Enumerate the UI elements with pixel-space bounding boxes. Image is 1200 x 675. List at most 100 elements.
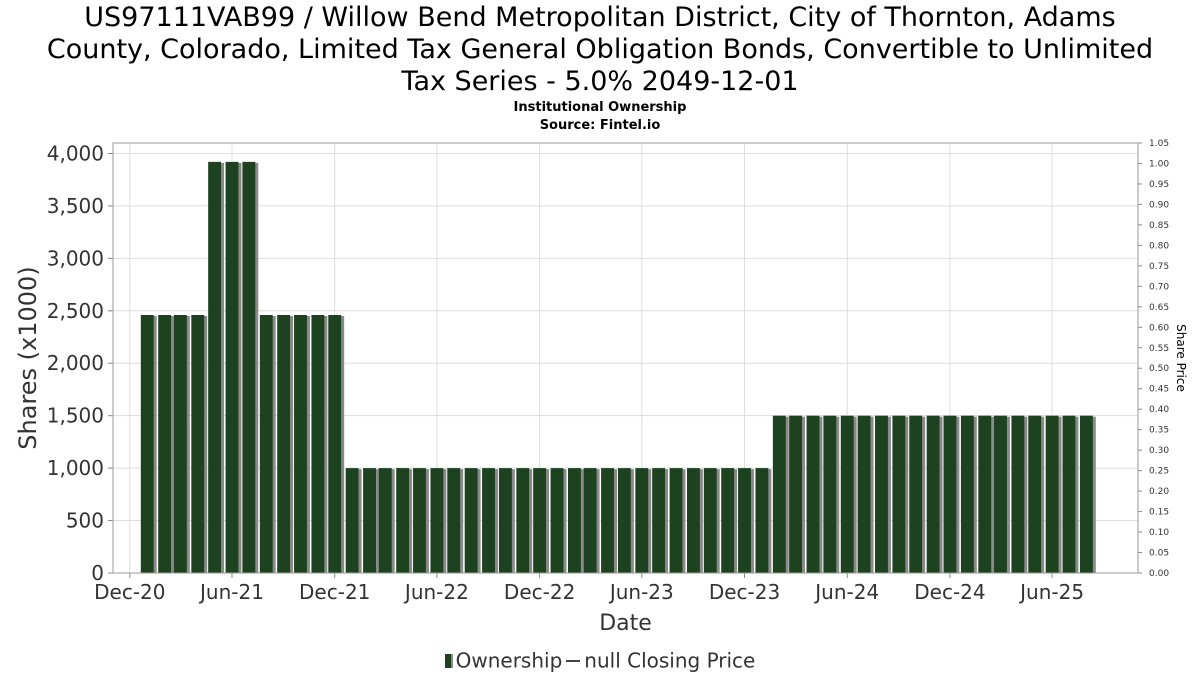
ownership-legend-label: Ownership [455, 648, 563, 673]
y2-tick-label: 0.85 [1149, 221, 1169, 231]
y2-tick-label: 0.30 [1149, 446, 1169, 456]
ownership-bar [943, 415, 957, 573]
y-tick-label: 3,500 [47, 194, 104, 218]
ownership-bar [772, 415, 786, 573]
y2-tick-label: 0.90 [1149, 200, 1169, 210]
y-tick-label: 1,000 [47, 456, 104, 480]
ownership-bar [1011, 415, 1025, 573]
ownership-bar [738, 468, 751, 573]
ownership-bar [635, 468, 649, 573]
ownership-bar [703, 468, 717, 573]
y2-tick-label: 0.35 [1149, 426, 1169, 436]
y2-tick-label: 0.15 [1149, 508, 1169, 518]
y2-axis-title: Share Price [1174, 324, 1188, 392]
y-tick-label: 4,000 [47, 141, 104, 165]
ownership-bar [1028, 415, 1042, 573]
y2-tick-label: 1.05 [1149, 139, 1169, 149]
ownership-bar [158, 315, 172, 573]
ownership-bar [550, 468, 564, 573]
title-line-3: Tax Series - 5.0% 2049-12-01 [401, 66, 799, 97]
chart-source: Source: Fintel.io [539, 118, 661, 133]
ownership-bar [806, 415, 820, 573]
y-tick-label: 1,500 [47, 404, 104, 428]
title-line-1: US97111VAB99 / Willow Bend Metropolitan … [84, 2, 1116, 33]
ownership-bar [482, 468, 495, 573]
ownership-bar [840, 415, 854, 573]
ownership-bar [430, 468, 444, 573]
ownership-bar [242, 161, 256, 573]
ownership-bar [447, 468, 461, 573]
ownership-bar [259, 315, 273, 573]
ownership-bar [978, 415, 992, 573]
ownership-bar [652, 468, 666, 573]
ownership-bar [208, 161, 222, 573]
y2-tick-label: 1.00 [1149, 159, 1169, 169]
x-tick-label: Jun-25 [1018, 580, 1084, 604]
x-tick-label: Dec-23 [709, 580, 780, 604]
ownership-bar [345, 468, 359, 573]
ownership-legend-swatch [444, 653, 453, 668]
price-legend-label: null Closing Price [584, 648, 756, 673]
chart-title: US97111VAB99 / Willow Bend Metropolitan … [0, 2, 1200, 98]
y2-tick-label: 0.45 [1149, 385, 1169, 395]
ownership-bar [601, 468, 614, 573]
ownership-bar [191, 315, 205, 573]
ownership-bar [396, 468, 410, 573]
ownership-bar [686, 468, 700, 573]
y2-tick-label: 0.95 [1149, 180, 1169, 190]
y-tick-label: 500 [66, 509, 104, 533]
ownership-bar [516, 468, 530, 573]
y2-tick-label: 0.80 [1149, 241, 1169, 251]
x-tick-label: Jun-23 [608, 580, 674, 604]
y2-tick-label: 0.00 [1149, 569, 1169, 579]
ownership-bar [892, 415, 906, 573]
y-tick-label: 0 [91, 561, 104, 585]
ownership-bar [617, 468, 631, 573]
y-axis-title: Shares (x1000) [14, 266, 42, 449]
y2-tick-label: 0.60 [1149, 323, 1169, 333]
ownership-bar [755, 468, 769, 573]
ownership-bar [363, 468, 376, 573]
ownership-bar [875, 415, 888, 573]
x-tick-label: Dec-21 [299, 580, 370, 604]
x-tick-label: Jun-21 [198, 580, 264, 604]
ownership-bar [498, 468, 512, 573]
plot-frame [112, 142, 1139, 574]
y2-tick-label: 0.75 [1149, 262, 1169, 272]
title-line-2: County, Colorado, Limited Tax General Ob… [46, 34, 1154, 65]
ownership-bar [1062, 415, 1076, 573]
ownership-bar [277, 315, 291, 573]
ownership-bar [960, 415, 974, 573]
y2-tick-label: 0.20 [1149, 487, 1169, 497]
ownership-bar [926, 415, 940, 573]
ownership-bar [413, 468, 426, 573]
ownership-bar [173, 315, 187, 573]
ownership-bar [721, 468, 735, 573]
ownership-bar [294, 315, 307, 573]
y-tick-label: 2,000 [47, 351, 104, 375]
y-tick-label: 2,500 [47, 299, 104, 323]
ownership-bar [328, 315, 342, 573]
ownership-bar [378, 468, 392, 573]
x-tick-label: Jun-24 [813, 580, 879, 604]
chart-subtitle: Institutional Ownership [513, 100, 687, 115]
ownership-bar [823, 415, 837, 573]
y2-tick-label: 0.25 [1149, 467, 1169, 477]
y2-tick-label: 0.65 [1149, 303, 1169, 313]
chart-legend: Ownership null Closing Price [0, 647, 1200, 673]
x-axis-title: Date [599, 611, 652, 636]
ownership-bar [567, 468, 581, 573]
y2-tick-label: 0.50 [1149, 364, 1169, 374]
ownership-bar [583, 468, 597, 573]
ownership-bar [857, 415, 871, 573]
y2-tick-label: 0.70 [1149, 282, 1169, 292]
ownership-bar [533, 468, 547, 573]
ownership-bar [669, 468, 683, 573]
ownership-bar [789, 415, 803, 573]
x-tick-label: Dec-22 [504, 580, 575, 604]
ownership-bar [909, 415, 923, 573]
y2-tick-label: 0.55 [1149, 344, 1169, 354]
ownership-bar [311, 315, 325, 573]
price-legend-swatch [566, 659, 581, 662]
